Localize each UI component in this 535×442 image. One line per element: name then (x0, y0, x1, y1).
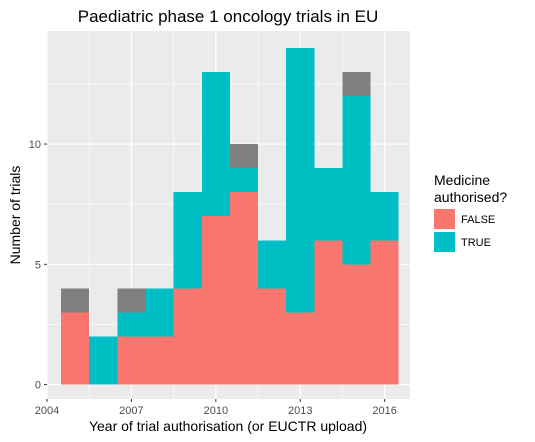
legend-label-true: TRUE (461, 237, 491, 249)
legend-swatch-false (434, 209, 455, 229)
bar-true-10 (342, 95, 371, 265)
bar-false-7 (258, 288, 287, 385)
x-axis-title: Year of trial authorisation (or EUCTR up… (89, 418, 367, 434)
bar-true-8 (286, 47, 315, 313)
x-tick-label: 2013 (288, 405, 312, 417)
bar-false-6 (229, 192, 259, 385)
bar-true-5 (201, 71, 230, 217)
legend-label-false: FALSE (461, 214, 495, 226)
bar-false-11 (370, 240, 399, 385)
bar-true-2 (117, 312, 146, 337)
bar-false-9 (314, 240, 343, 385)
x-tick-label: 2010 (204, 405, 228, 417)
bar-na-2 (117, 288, 146, 313)
legend-title-line-1: Medicine (434, 172, 490, 188)
bar-true-4 (173, 192, 202, 289)
bar-false-5 (201, 216, 230, 385)
bar-true-9 (314, 168, 343, 241)
bar-na-6 (229, 144, 259, 169)
x-tick-label: 2007 (119, 405, 143, 417)
bar-false-2 (117, 336, 146, 385)
axis-ticks (44, 143, 386, 402)
chart-title: Paediatric phase 1 oncology trials in EU (78, 7, 379, 26)
legend-title-line-2: authorised? (434, 189, 507, 205)
y-axis-title: Number of trials (7, 166, 23, 265)
bars (61, 47, 399, 385)
y-tick-label: 10 (29, 139, 41, 151)
bar-false-10 (342, 264, 371, 385)
y-tick-labels: 0 5 10 (29, 139, 41, 392)
bar-na-0 (61, 288, 90, 313)
x-tick-label: 2016 (372, 405, 396, 417)
legend-swatch-true (434, 232, 455, 252)
bar-true-6 (229, 168, 259, 193)
bar-false-0 (61, 312, 90, 385)
legend: Medicine authorised? FALSE TRUE (434, 172, 507, 252)
bar-true-3 (145, 288, 174, 337)
bar-true-1 (89, 336, 118, 385)
bar-true-7 (258, 240, 287, 289)
bar-false-3 (145, 336, 174, 385)
bar-na-10 (342, 71, 371, 96)
bar-false-8 (286, 312, 315, 385)
bar-true-11 (370, 192, 399, 241)
y-tick-label: 5 (35, 259, 41, 271)
x-tick-label: 2004 (35, 405, 59, 417)
y-tick-label: 0 (35, 380, 41, 392)
bar-false-4 (173, 288, 202, 385)
x-tick-labels: 2004 2007 2010 2013 2016 (35, 405, 397, 417)
